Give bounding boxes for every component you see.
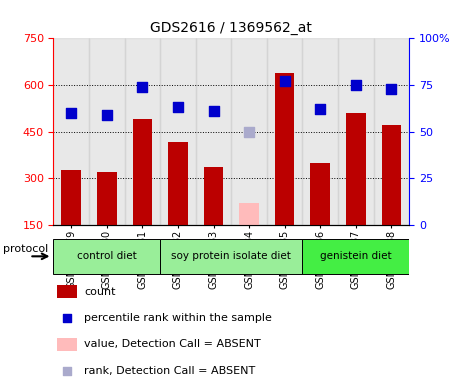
Bar xyxy=(97,172,117,225)
Bar xyxy=(196,38,231,225)
Point xyxy=(67,110,75,116)
Bar xyxy=(133,119,152,225)
Bar xyxy=(168,142,188,225)
Point xyxy=(388,86,395,92)
Bar xyxy=(338,38,373,225)
Bar xyxy=(311,162,330,225)
Bar xyxy=(57,338,77,351)
Bar xyxy=(61,170,81,225)
Point xyxy=(139,84,146,90)
Bar xyxy=(382,125,401,225)
Text: soy protein isolate diet: soy protein isolate diet xyxy=(172,251,291,262)
Point xyxy=(317,106,324,112)
Bar xyxy=(53,239,160,274)
Point xyxy=(63,368,71,374)
Bar xyxy=(302,38,338,225)
Bar xyxy=(373,38,409,225)
Bar xyxy=(231,38,267,225)
Bar xyxy=(57,285,77,298)
Point xyxy=(174,104,182,110)
Title: GDS2616 / 1369562_at: GDS2616 / 1369562_at xyxy=(150,21,312,35)
Bar xyxy=(53,38,89,225)
Bar xyxy=(303,239,409,274)
Point xyxy=(246,128,253,135)
Point xyxy=(281,78,288,84)
Text: genistein diet: genistein diet xyxy=(320,251,392,262)
Bar xyxy=(267,38,302,225)
Point xyxy=(210,108,217,114)
Point xyxy=(352,82,359,88)
Bar xyxy=(125,38,160,225)
Point xyxy=(63,315,71,321)
Bar xyxy=(160,239,303,274)
Text: protocol: protocol xyxy=(3,244,48,254)
Bar xyxy=(160,38,196,225)
Bar xyxy=(89,38,125,225)
Text: control diet: control diet xyxy=(77,251,137,262)
Bar xyxy=(239,203,259,225)
Text: percentile rank within the sample: percentile rank within the sample xyxy=(84,313,272,323)
Bar xyxy=(204,167,223,225)
Point xyxy=(103,112,111,118)
Text: count: count xyxy=(84,286,115,296)
Bar xyxy=(275,73,294,225)
Text: rank, Detection Call = ABSENT: rank, Detection Call = ABSENT xyxy=(84,366,255,376)
Bar xyxy=(346,113,365,225)
Text: value, Detection Call = ABSENT: value, Detection Call = ABSENT xyxy=(84,339,261,349)
